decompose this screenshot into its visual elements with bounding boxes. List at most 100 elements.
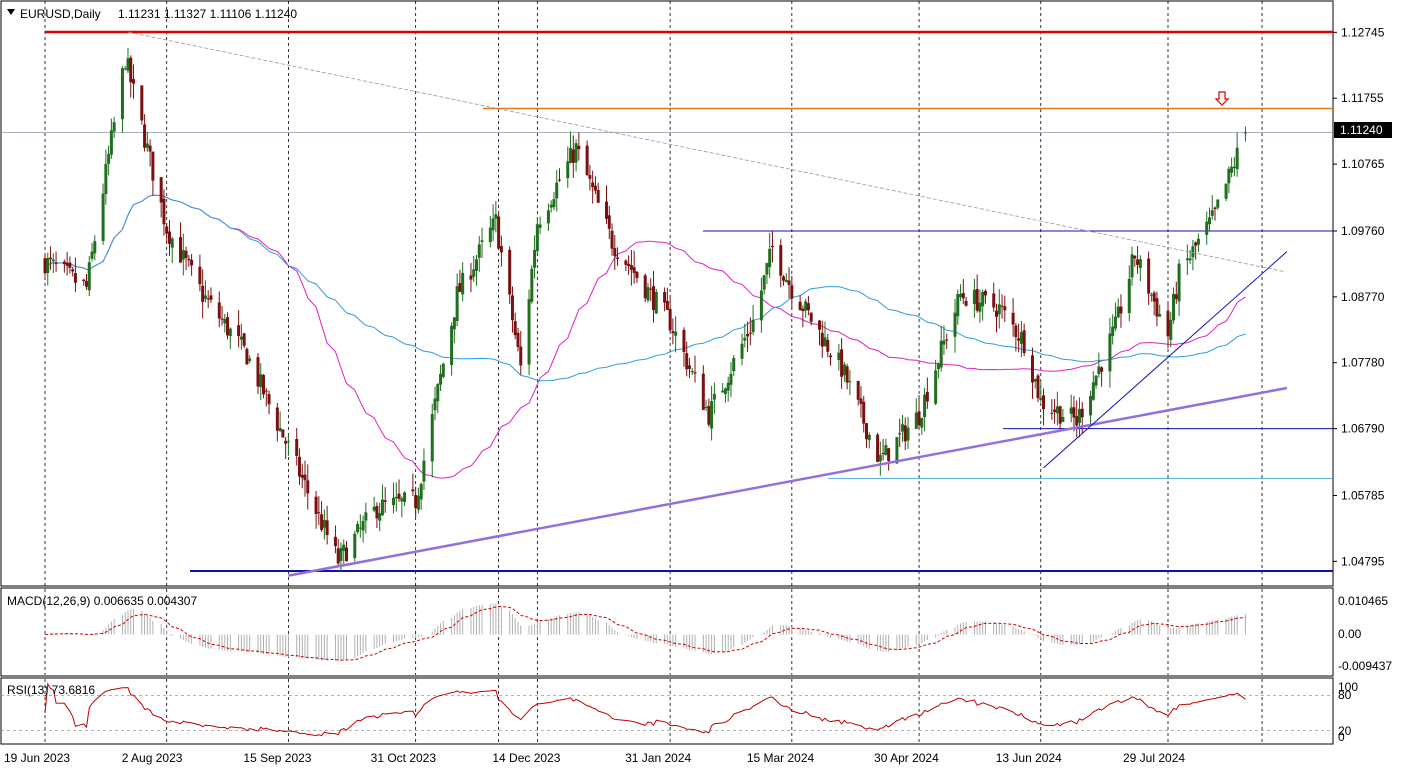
- macd-axis-bottom: -0.009437: [1338, 659, 1392, 673]
- candle-body: [1019, 332, 1023, 344]
- candle-body: [488, 227, 492, 243]
- candle-body: [1022, 330, 1026, 354]
- ma-fast-line: [44, 194, 1246, 479]
- candle-body: [555, 182, 559, 199]
- candle-body: [439, 373, 443, 385]
- candle-body: [884, 445, 888, 455]
- price-label: 1.06790: [1341, 422, 1385, 436]
- triangle-down-icon[interactable]: [7, 9, 15, 15]
- time-label: 31 Jan 2024: [625, 751, 691, 765]
- candle-body: [112, 122, 116, 132]
- candle-body: [1039, 397, 1043, 400]
- candle-body: [1077, 409, 1081, 423]
- candle-body: [765, 263, 769, 275]
- candle-body: [917, 411, 921, 426]
- candle-body: [557, 179, 561, 181]
- candle-body: [605, 201, 608, 219]
- candle-body: [411, 489, 415, 492]
- candle-body: [1050, 412, 1054, 414]
- rsi-axis-100: 100: [1338, 680, 1358, 694]
- candle-body: [782, 276, 786, 281]
- candle-body: [375, 505, 379, 519]
- candle-body: [1042, 395, 1046, 410]
- rsi-panel-frame: [0, 677, 1334, 745]
- candle-body: [546, 210, 550, 224]
- candle-body: [1069, 407, 1073, 414]
- candle-body: [1174, 294, 1178, 300]
- candle-body: [1127, 278, 1131, 314]
- candle-body: [491, 218, 495, 231]
- candle-body: [317, 512, 321, 514]
- candle-body: [936, 363, 940, 370]
- candle-body: [759, 290, 763, 321]
- candle-body: [732, 358, 736, 372]
- candle-body: [320, 514, 324, 531]
- candle-body: [1133, 255, 1137, 259]
- macd-axis-zero: 0.00: [1338, 627, 1362, 641]
- candle-body: [145, 143, 149, 148]
- candle-body: [964, 300, 968, 306]
- candle-body: [1108, 333, 1112, 372]
- candle-body: [876, 434, 880, 462]
- candle-body: [1000, 305, 1004, 307]
- candle-body: [403, 492, 407, 502]
- current-price-label: 1.11240: [1340, 123, 1383, 137]
- candle-body: [508, 249, 512, 295]
- candle-body: [652, 286, 656, 310]
- ma-slow-line: [44, 194, 1246, 382]
- candle-body: [361, 520, 365, 531]
- candle-body: [1194, 242, 1198, 246]
- candle-body: [552, 199, 556, 208]
- time-label: 2 Aug 2023: [122, 751, 183, 765]
- candle-body: [751, 319, 755, 333]
- candle-body: [1011, 312, 1015, 325]
- candle-body: [51, 259, 55, 262]
- candle-body: [643, 275, 647, 299]
- candle-body: [1205, 221, 1209, 235]
- candle-body: [925, 391, 929, 402]
- candle-body: [1061, 417, 1065, 422]
- candle-body: [533, 249, 537, 268]
- candle-body: [303, 474, 307, 481]
- time-label: 15 Sep 2023: [243, 751, 311, 765]
- candle-body: [93, 241, 97, 254]
- time-label: 29 Jul 2024: [1123, 751, 1185, 765]
- candle-body: [898, 433, 902, 435]
- rsi-line: [44, 682, 1246, 737]
- candle-body: [461, 272, 465, 295]
- candle-body: [248, 358, 252, 361]
- candle-body: [433, 398, 437, 411]
- candle-body: [1089, 395, 1093, 416]
- candle-body: [226, 317, 230, 336]
- candle-body: [743, 337, 747, 341]
- candlesticks: [43, 47, 1247, 573]
- candle-body: [259, 374, 263, 388]
- rising-trendline-short: [1043, 251, 1288, 469]
- candle-body: [903, 425, 907, 442]
- candle-body: [995, 310, 999, 317]
- candle-body: [510, 295, 514, 321]
- candle-body: [209, 295, 213, 300]
- candle-body: [1072, 407, 1076, 418]
- candle-body: [187, 258, 191, 261]
- candle-body: [710, 401, 714, 429]
- candle-body: [151, 151, 155, 181]
- candle-body: [1091, 382, 1095, 400]
- candle-body: [356, 523, 360, 533]
- candle-body: [120, 68, 124, 120]
- candle-body: [762, 275, 766, 290]
- candle-body: [1169, 319, 1173, 340]
- candle-body: [591, 182, 595, 188]
- candle-body: [779, 245, 783, 276]
- candle-body: [682, 329, 686, 352]
- candle-body: [223, 318, 227, 324]
- candle-body: [823, 337, 827, 346]
- candle-body: [325, 520, 329, 536]
- candle-body: [1058, 406, 1062, 424]
- candle-body: [801, 308, 805, 312]
- candle-body: [123, 68, 127, 70]
- candle-body: [1230, 166, 1234, 173]
- candle-body: [1033, 379, 1037, 382]
- candle-body: [1111, 326, 1115, 336]
